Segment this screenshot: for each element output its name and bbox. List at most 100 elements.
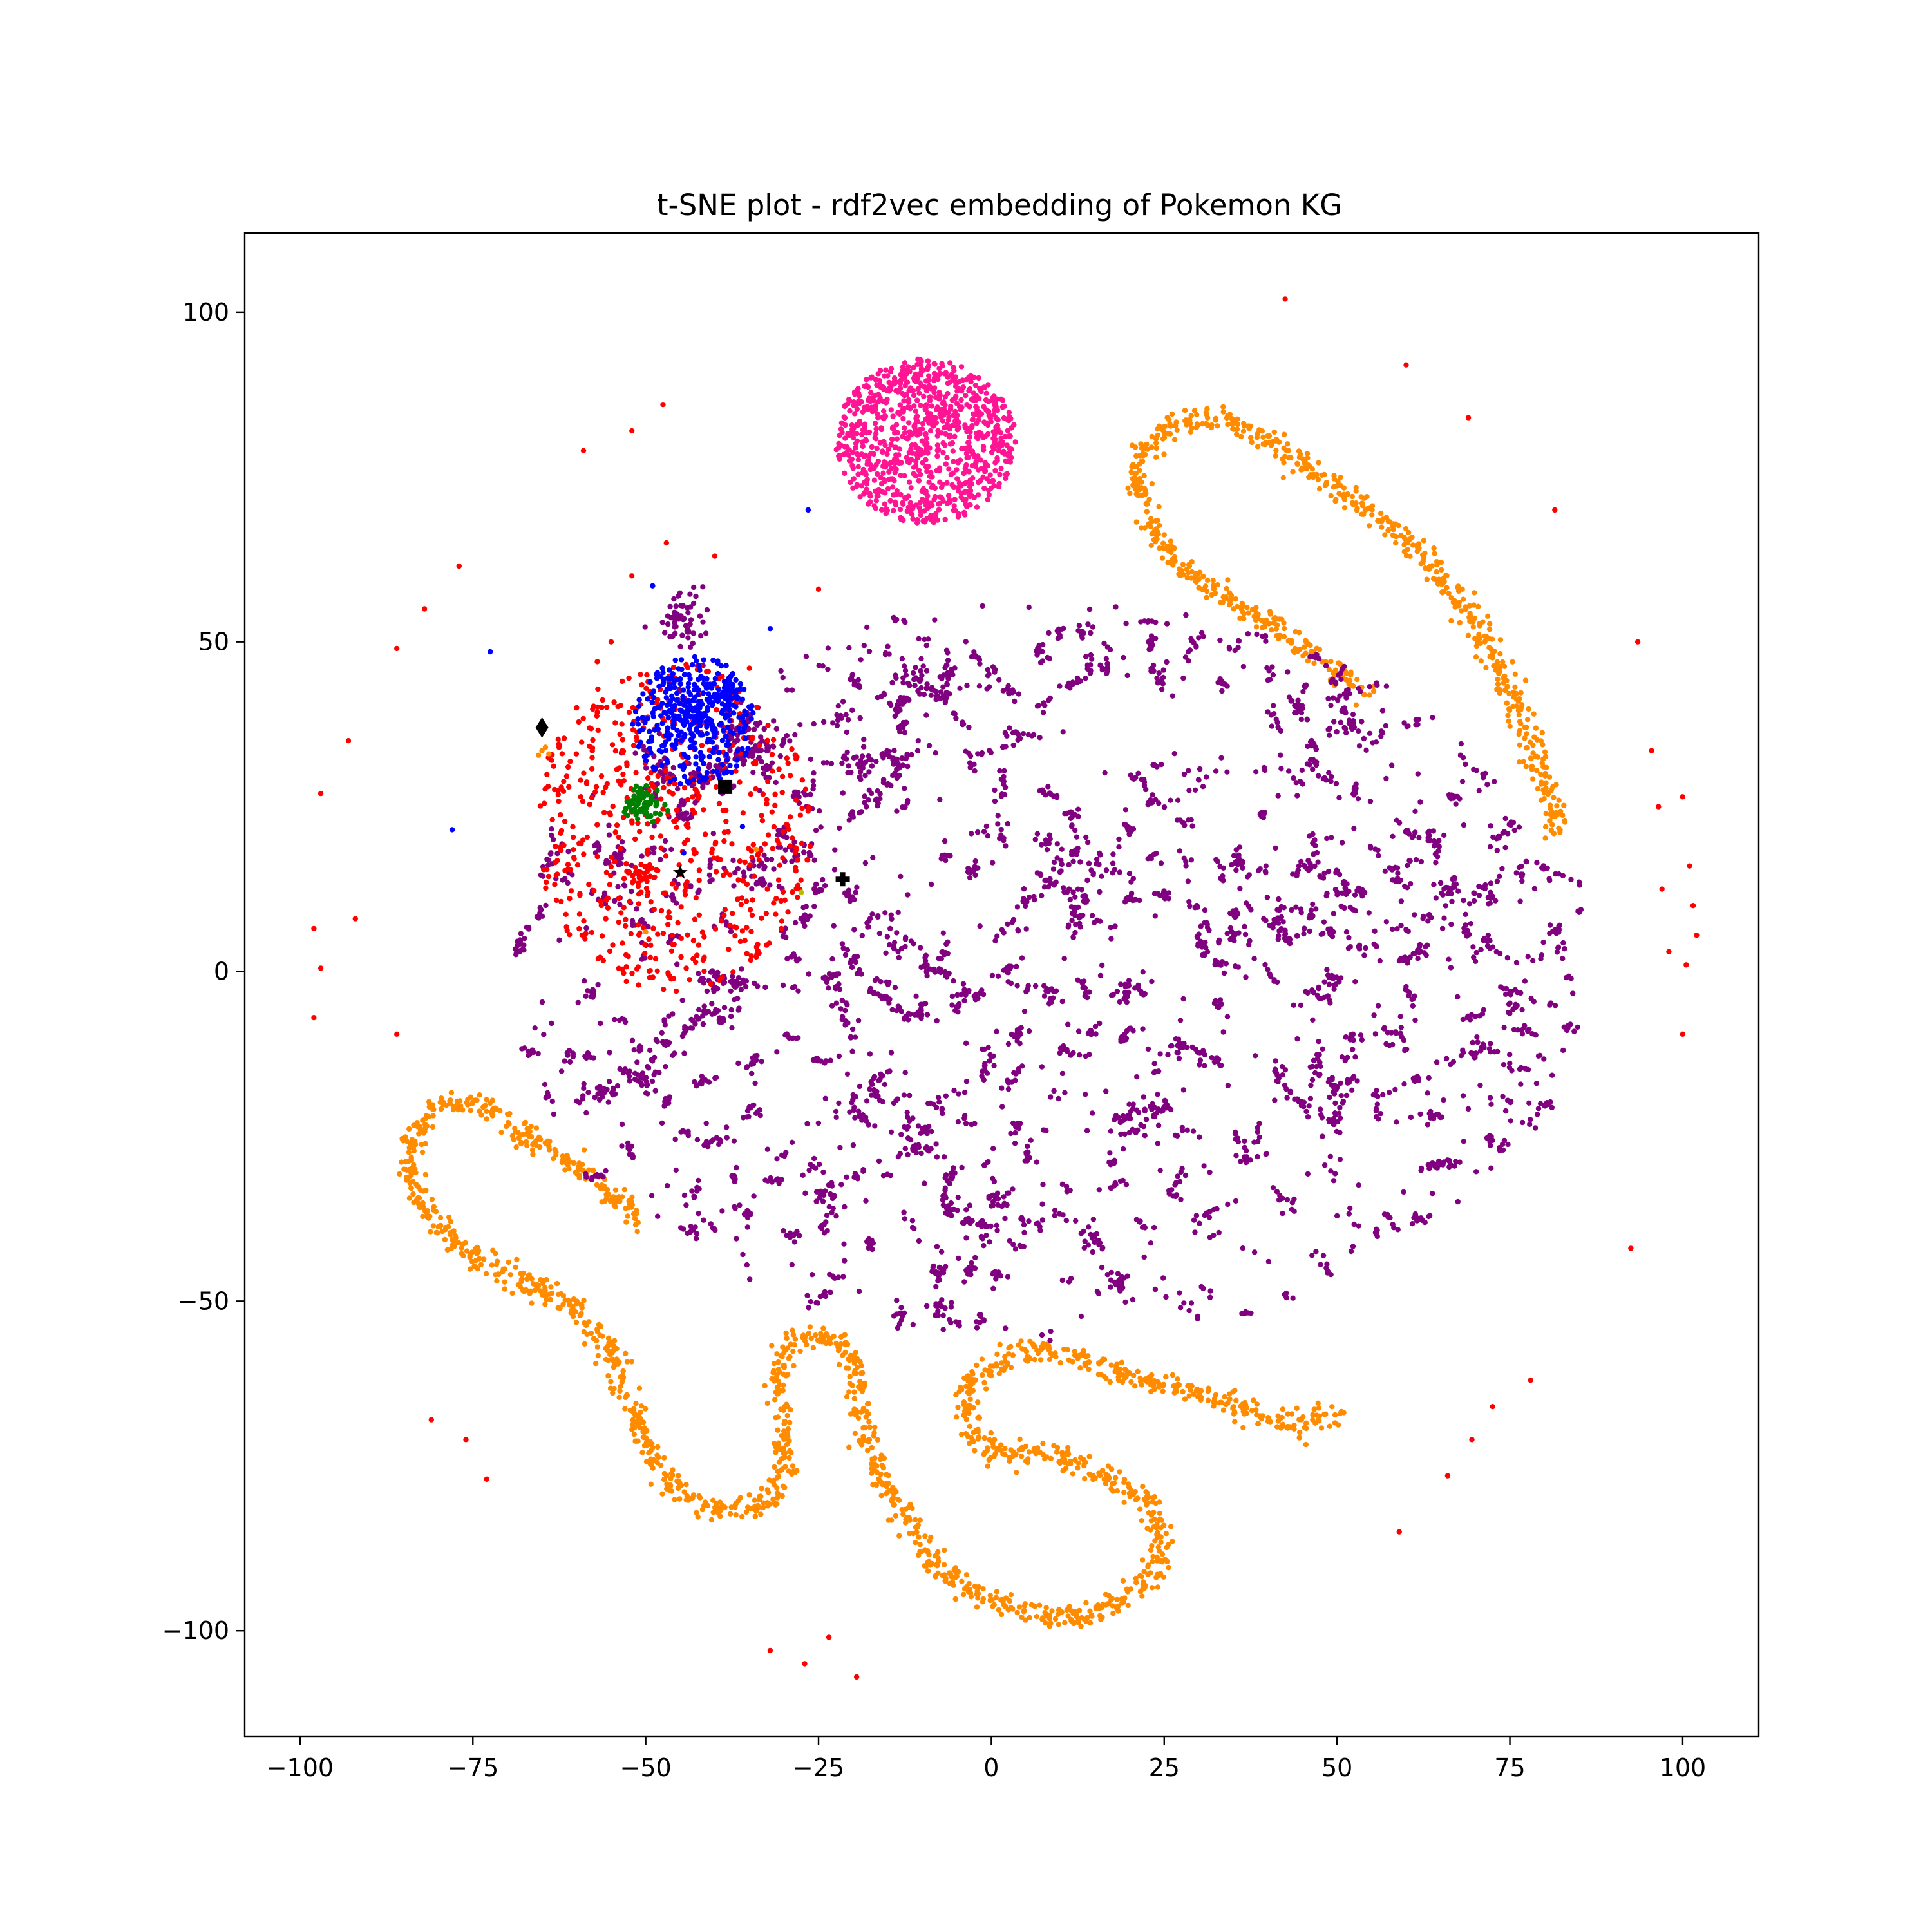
scatter-point xyxy=(867,493,873,499)
scatter-point xyxy=(990,1444,996,1450)
scatter-point xyxy=(1104,668,1110,674)
scatter-point xyxy=(648,1481,654,1487)
scatter-point xyxy=(938,484,945,491)
scatter-point xyxy=(1243,974,1249,980)
scatter-point xyxy=(1561,802,1567,808)
scatter-point xyxy=(994,1589,1000,1595)
scatter-point xyxy=(911,471,916,477)
scatter-point xyxy=(975,436,981,442)
scatter-point xyxy=(1381,1025,1387,1030)
scatter-point xyxy=(625,1140,631,1146)
scatter-point xyxy=(932,485,938,491)
scatter-point xyxy=(1198,1283,1204,1290)
scatter-point xyxy=(637,1425,643,1430)
scatter-point xyxy=(1003,475,1009,482)
scatter-point xyxy=(1507,723,1513,730)
scatter-point xyxy=(1327,1423,1332,1429)
scatter-point xyxy=(1303,1425,1309,1432)
scatter-point xyxy=(484,1097,489,1103)
scatter-point xyxy=(901,398,907,404)
scatter-point xyxy=(989,450,995,455)
scatter-point xyxy=(539,913,545,920)
scatter-point xyxy=(1186,563,1193,569)
scatter-point xyxy=(1009,446,1014,452)
scatter-point xyxy=(872,1123,878,1129)
scatter-point xyxy=(956,511,962,517)
scatter-point xyxy=(967,1402,972,1408)
scatter-point xyxy=(1056,1622,1061,1627)
scatter-point xyxy=(942,442,948,448)
scatter-point xyxy=(542,1302,548,1307)
scatter-point xyxy=(399,1135,405,1142)
scatter-point xyxy=(954,401,960,406)
scatter-point xyxy=(969,493,975,499)
scatter-point xyxy=(1066,1461,1072,1467)
scatter-point xyxy=(898,516,904,522)
scatter-point xyxy=(1304,451,1311,457)
scatter-point xyxy=(1332,498,1338,504)
scatter-point xyxy=(981,384,987,390)
scatter-point xyxy=(1310,739,1316,746)
scatter-point xyxy=(1012,1034,1019,1039)
scatter-point xyxy=(1139,445,1145,451)
scatter-point xyxy=(945,374,951,380)
scatter-point xyxy=(526,1048,531,1055)
scatter-point xyxy=(1211,1399,1217,1405)
scatter-point xyxy=(438,1106,444,1112)
scatter-point xyxy=(1330,695,1336,701)
scatter-point xyxy=(1340,880,1347,886)
scatter-point xyxy=(945,417,952,423)
scatter-point xyxy=(780,982,786,989)
scatter-point xyxy=(927,384,933,390)
scatter-point xyxy=(1125,1602,1131,1609)
scatter-point xyxy=(1269,627,1274,633)
scatter-point xyxy=(1203,421,1209,426)
scatter-point xyxy=(1121,1490,1127,1495)
scatter-point xyxy=(1057,627,1063,632)
scatter-point xyxy=(1160,1574,1167,1580)
scatter-point xyxy=(744,1504,751,1510)
scatter-point xyxy=(935,1308,941,1314)
scatter-point xyxy=(1225,1400,1231,1406)
scatter-point xyxy=(896,1497,902,1503)
scatter-point xyxy=(949,482,955,488)
scatter-point xyxy=(822,1293,829,1300)
scatter-point xyxy=(1141,1094,1147,1100)
scatter-point xyxy=(1497,651,1503,657)
scatter-point xyxy=(1112,1475,1119,1481)
scatter-point xyxy=(1083,676,1088,681)
scatter-point xyxy=(1023,1349,1030,1354)
scatter-point xyxy=(1461,898,1466,904)
scatter-point xyxy=(1135,1368,1141,1374)
scatter-point xyxy=(961,1402,967,1408)
scatter-point xyxy=(459,1245,464,1251)
scatter-point xyxy=(1460,755,1466,761)
scatter-point xyxy=(842,470,848,476)
scatter-point xyxy=(480,1256,487,1262)
scatter-point xyxy=(1517,696,1522,702)
scatter-point xyxy=(824,979,829,985)
scatter-point xyxy=(478,1262,484,1267)
scatter-point xyxy=(902,375,908,381)
scatter-point xyxy=(891,945,897,952)
scatter-point xyxy=(1487,844,1493,850)
scatter-point xyxy=(1068,904,1075,910)
scatter-point xyxy=(1554,949,1560,955)
scatter-point xyxy=(1075,1465,1081,1471)
scatter-point xyxy=(1350,712,1356,717)
scatter-point xyxy=(843,712,849,718)
scatter-point xyxy=(581,1147,587,1153)
scatter-point xyxy=(889,436,895,442)
scatter-point xyxy=(1325,972,1331,978)
scatter-point xyxy=(942,394,949,400)
scatter-point xyxy=(1096,861,1102,867)
scatter-point xyxy=(647,1439,654,1445)
scatter-point xyxy=(1018,1338,1024,1344)
scatter-point xyxy=(913,1540,918,1546)
scatter-point xyxy=(560,1293,567,1299)
scatter-point xyxy=(518,1141,524,1147)
scatter-point xyxy=(846,1444,852,1450)
scatter-point xyxy=(994,1222,999,1229)
scatter-point xyxy=(732,1206,738,1211)
scatter-point xyxy=(1166,1564,1171,1571)
